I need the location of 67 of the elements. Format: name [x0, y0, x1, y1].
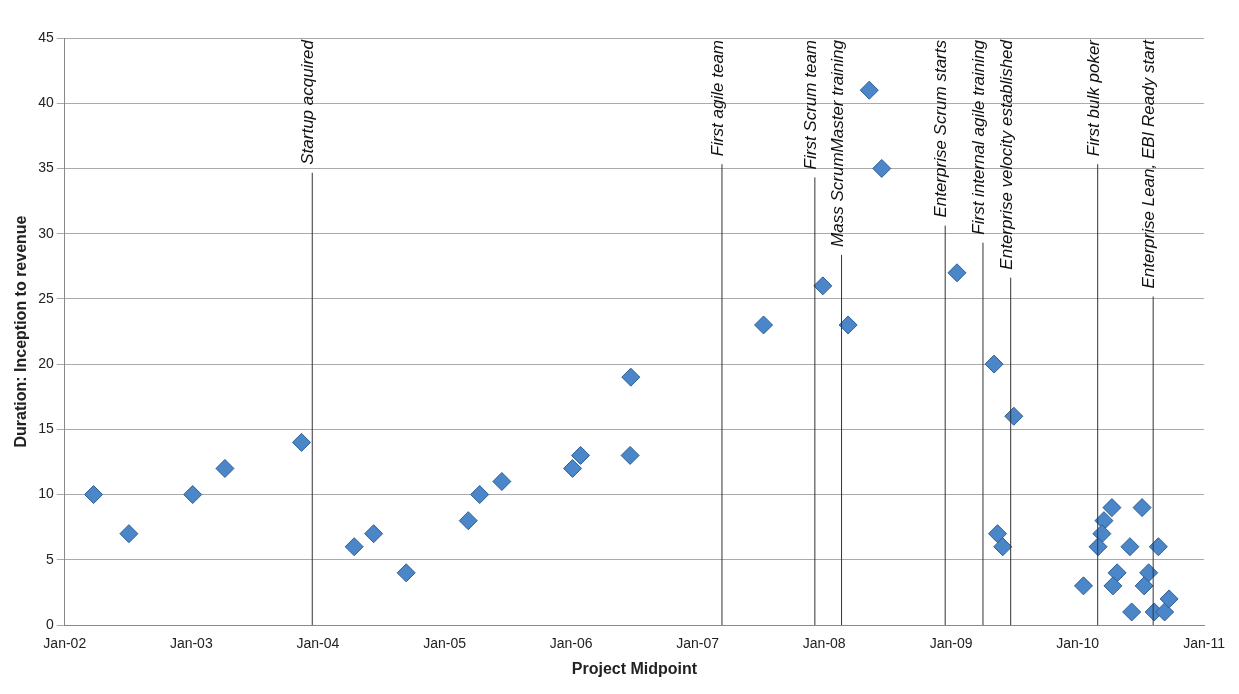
point — [1107, 563, 1127, 583]
x-axis-title: Project Midpoint — [571, 659, 698, 677]
point — [872, 158, 892, 178]
point — [993, 537, 1013, 557]
ref-line-label: Enterprise velocity established — [996, 39, 1016, 270]
point — [571, 445, 591, 465]
x-tick-label: Jan-05 — [423, 635, 467, 652]
point — [947, 263, 967, 283]
point — [754, 315, 774, 335]
ref-line-label: Mass ScrumMaster training — [827, 39, 847, 247]
point — [1132, 498, 1152, 518]
point — [984, 354, 1004, 374]
point — [1102, 498, 1122, 518]
point — [1120, 537, 1140, 557]
y-tick-label: 20 — [38, 354, 54, 371]
point — [1073, 576, 1093, 596]
y-tick-label: 0 — [45, 615, 54, 632]
point — [563, 458, 583, 478]
point — [470, 485, 490, 505]
x-tick-label: Jan-09 — [929, 635, 973, 652]
point — [364, 524, 384, 544]
ref-line-label: First agile team — [708, 40, 728, 157]
point — [859, 80, 879, 100]
y-tick-label: 30 — [38, 224, 54, 241]
y-tick-label: 25 — [38, 289, 54, 306]
point — [838, 315, 858, 335]
point — [292, 432, 312, 452]
x-tick-label: Jan-11 — [1183, 635, 1226, 652]
point — [458, 511, 478, 531]
ref-line-label: First bulk poker — [1083, 38, 1103, 157]
point — [1148, 537, 1168, 557]
y-axis-title: Duration: Inception to revenue — [12, 215, 30, 448]
x-tick-label: Jan-02 — [43, 635, 87, 652]
x-tick-label: Jan-06 — [549, 635, 593, 652]
point — [1134, 576, 1154, 596]
x-tick-label: Jan-03 — [169, 635, 213, 652]
point — [620, 445, 640, 465]
ref-line-label: First internal agile training — [969, 39, 989, 235]
y-tick-label: 40 — [38, 94, 54, 111]
point — [1004, 406, 1024, 426]
point — [396, 563, 416, 583]
y-tick-label: 35 — [38, 159, 54, 176]
point — [344, 537, 364, 557]
x-tick-label: Jan-08 — [802, 635, 846, 652]
ref-line-label: First Scrum team — [801, 40, 821, 170]
point — [1122, 602, 1142, 622]
ref-line-label: Enterprise Lean, EBI Ready start — [1139, 38, 1159, 289]
ref-line-label: Startup acquired — [298, 39, 318, 165]
point — [84, 485, 104, 505]
point — [988, 524, 1008, 544]
point — [1159, 589, 1179, 609]
ref-line-label: Enterprise Scrum starts — [931, 39, 951, 218]
point — [1103, 576, 1123, 596]
point — [215, 458, 235, 478]
point — [119, 524, 139, 544]
y-tick-label: 10 — [38, 485, 54, 502]
point — [183, 485, 203, 505]
y-tick-label: 45 — [38, 28, 54, 45]
point — [621, 367, 641, 387]
point — [1155, 602, 1175, 622]
point — [813, 276, 833, 296]
point — [492, 472, 512, 492]
y-tick-label: 5 — [45, 550, 54, 567]
y-tick-label: 15 — [38, 420, 54, 437]
x-tick-label: Jan-10 — [1056, 635, 1100, 652]
x-tick-label: Jan-04 — [296, 635, 340, 652]
x-tick-label: Jan-07 — [676, 635, 720, 652]
